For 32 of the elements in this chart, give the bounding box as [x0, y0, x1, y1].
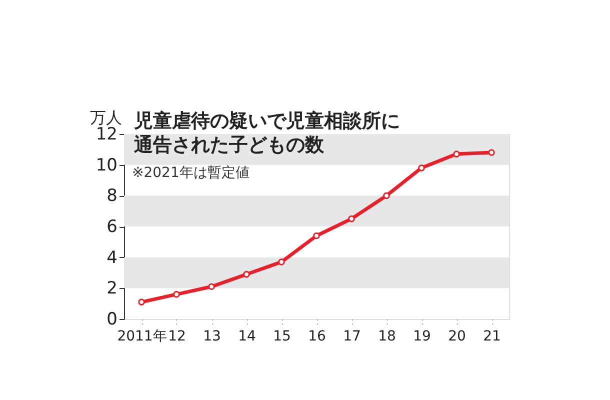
point	[138, 298, 145, 306]
x-tick-label: 17	[343, 328, 361, 344]
x-tick-label: 20	[448, 328, 466, 344]
x-tick-label: 19	[413, 328, 431, 344]
annotation: ※2021年は暫定値	[132, 165, 250, 181]
x-tick-label: 21	[483, 328, 501, 344]
chart-title: 児童虐待の疑いで児童相談所に通告された子どもの数	[133, 110, 400, 156]
x-tick-label: 2011年	[117, 328, 167, 344]
x-tick-label: 13	[203, 328, 221, 344]
x-tick-label: 12	[168, 328, 186, 344]
x-tick-label: 16	[308, 328, 326, 344]
point	[243, 270, 250, 278]
y-tick-label: 2	[106, 278, 118, 299]
y-tick-label: 6	[106, 217, 118, 237]
x-tick-label: 15	[273, 328, 291, 344]
point	[173, 290, 180, 298]
point	[383, 192, 390, 200]
y-tick-label: 4	[106, 248, 118, 268]
point	[488, 149, 495, 156]
point	[453, 150, 460, 158]
point	[208, 283, 215, 290]
point	[418, 164, 425, 172]
point	[348, 215, 355, 222]
y-tick-label: 8	[106, 186, 118, 206]
point	[278, 258, 285, 266]
y-tick-label: 0	[106, 310, 118, 330]
y-tick-label: 12	[96, 124, 118, 144]
point	[313, 232, 320, 240]
y-axis-title: 万人	[90, 108, 122, 127]
x-tick-label: 18	[378, 328, 396, 344]
x-tick-label: 14	[238, 328, 256, 344]
y-tick-label: 10	[96, 155, 118, 176]
